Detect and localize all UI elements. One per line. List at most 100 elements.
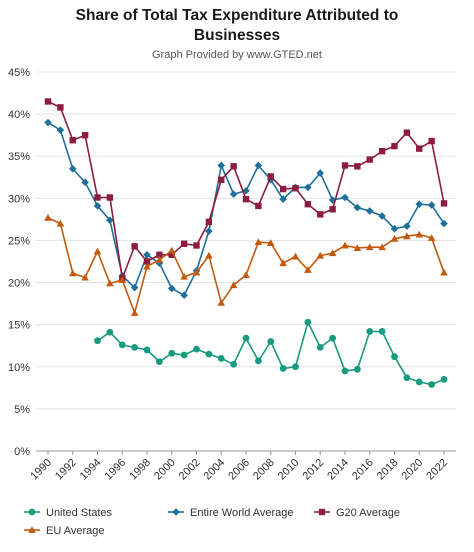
data-point-eu-average [192,268,201,276]
data-point-eu-average [378,243,386,251]
y-tick-label: 0% [14,446,30,458]
data-point-united-states [304,318,312,326]
x-tick-label: 2020 [400,457,426,483]
data-point-g20-average [354,163,361,170]
data-point-g20-average [69,137,76,144]
data-point-united-states [106,328,114,336]
data-point-entire-world-average [316,169,325,177]
y-tick-label: 15% [8,320,30,332]
data-point-g20-average [391,142,398,150]
data-point-eu-average [291,252,300,260]
data-point-eu-average [403,232,411,240]
data-point-g20-average [292,185,299,192]
y-tick-label: 20% [8,278,30,290]
data-point-g20-average [279,185,287,193]
data-point-eu-average [279,259,287,267]
data-point-g20-average [267,173,274,180]
data-point-united-states [366,328,374,335]
data-point-united-states [378,328,386,335]
data-point-eu-average [353,244,362,252]
x-tick-label: 2018 [375,457,401,483]
x-tick-label: 2006 [226,457,252,483]
y-tick-label: 5% [14,404,30,416]
data-point-eu-average [68,269,77,277]
data-point-g20-average [440,200,448,207]
x-tick-label: 1994 [78,457,104,483]
data-point-eu-average [242,271,250,278]
chart-title-line2: Businesses [193,27,281,44]
legend-label-eu-average: EU Average [46,525,105,537]
data-point-eu-average [266,239,275,246]
data-point-united-states [242,334,250,342]
data-point-eu-average [130,309,139,316]
chart-title-line1: Share of Total Tax Expenditure Attribute… [75,7,399,24]
data-point-entire-world-average [155,259,164,267]
y-tick-label: 10% [8,362,30,374]
y-tick-label: 35% [8,151,30,163]
data-point-entire-world-average [353,203,362,212]
x-tick-label: 2010 [276,457,302,483]
data-point-united-states [143,346,151,354]
data-point-g20-average [94,194,101,201]
series-line-united-states [97,319,445,386]
data-point-eu-average [44,213,52,221]
data-point-entire-world-average [81,178,89,187]
data-point-united-states [193,345,200,353]
x-tick-label: 1996 [103,457,129,483]
data-point-g20-average [44,98,52,105]
data-point-eu-average [143,262,151,270]
data-point-g20-average [255,202,262,210]
legend-marker-g20-average [318,508,326,516]
data-point-g20-average [81,131,89,139]
y-tick-label: 30% [8,193,30,205]
data-point-entire-world-average [106,216,114,225]
legend-marker-eu-average [28,526,36,533]
data-point-united-states [155,358,163,366]
data-point-entire-world-average [167,284,176,293]
data-point-eu-average [229,281,238,289]
data-point-g20-average [403,129,411,136]
data-point-g20-average [180,240,188,248]
data-point-entire-world-average [93,202,102,210]
data-point-g20-average [143,258,151,265]
data-point-g20-average [57,104,64,111]
x-tick-label: 2014 [325,457,351,483]
data-point-united-states [267,338,275,345]
data-point-g20-average [242,195,250,203]
data-point-eu-average [180,272,188,280]
data-point-united-states [118,341,126,349]
data-point-entire-world-average [143,250,151,259]
data-point-entire-world-average [440,219,448,228]
data-point-eu-average [328,249,337,257]
data-point-g20-average [205,218,213,226]
data-point-eu-average [254,238,263,246]
data-point-g20-average [193,242,200,249]
data-point-g20-average [304,201,312,208]
data-point-eu-average [167,246,176,254]
data-point-united-states [415,378,423,386]
data-point-g20-average [131,243,138,250]
data-point-entire-world-average [378,212,386,220]
data-point-g20-average [156,251,163,258]
legend-label-united-states: United States [46,507,113,519]
data-point-g20-average [106,194,114,201]
data-point-g20-average [329,206,336,213]
data-point-united-states [391,353,398,361]
data-point-united-states [316,344,324,351]
x-tick-label: 1992 [53,457,79,483]
data-point-united-states [329,334,337,342]
data-point-united-states [428,381,436,388]
data-point-united-states [341,367,349,375]
legend-label-g20-average: G20 Average [336,507,400,519]
data-point-eu-average [205,251,213,259]
data-point-g20-average [428,137,435,145]
data-point-united-states [353,365,361,373]
data-point-entire-world-average [44,118,52,127]
data-point-united-states [292,363,299,371]
data-point-entire-world-average [254,161,263,170]
data-point-entire-world-average [217,161,226,170]
x-tick-label: 2004 [202,457,228,483]
data-point-eu-average [440,268,448,276]
data-point-entire-world-average [130,283,139,292]
